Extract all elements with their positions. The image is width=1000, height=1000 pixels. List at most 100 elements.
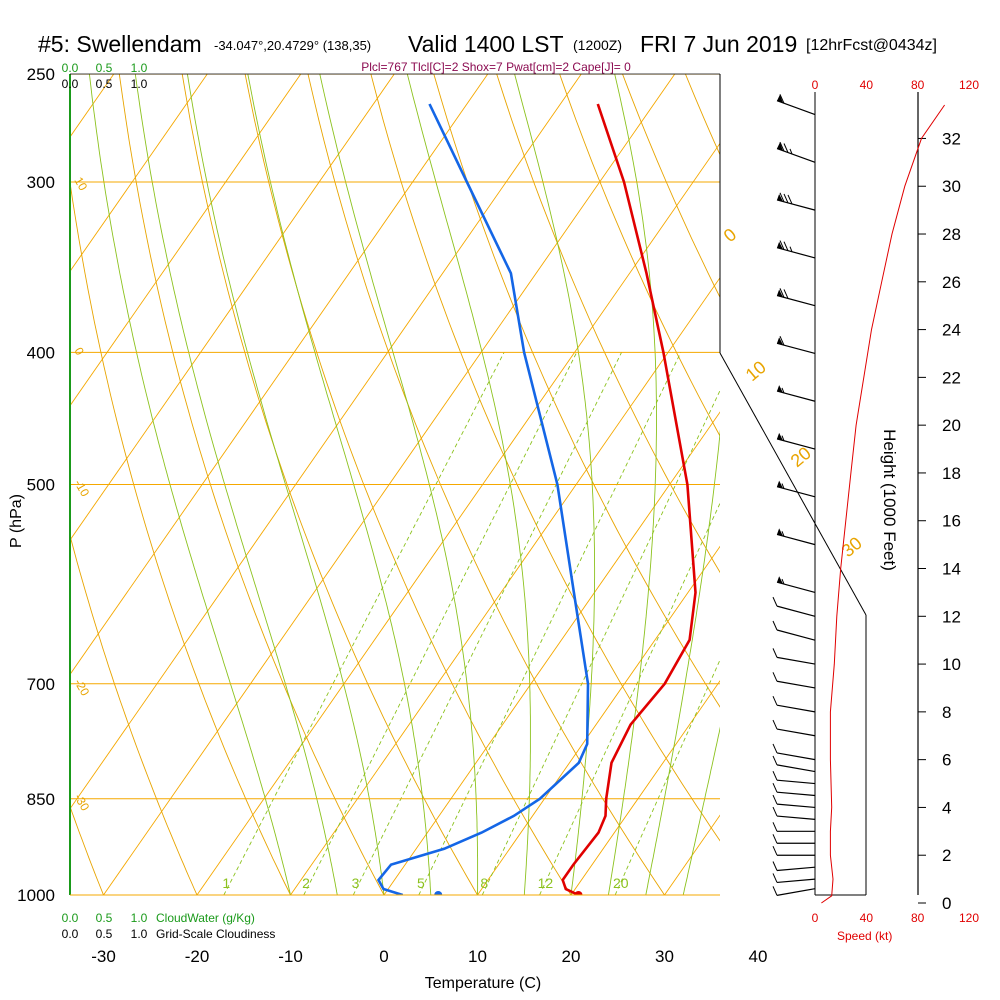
wind-barb bbox=[776, 576, 816, 593]
mixing-ratio-line bbox=[418, 352, 682, 895]
dry-adiabat-label: -10 bbox=[71, 477, 92, 499]
temperature-profile bbox=[561, 103, 697, 895]
mixing-ratio-line bbox=[614, 658, 720, 895]
wind-barb bbox=[772, 719, 816, 737]
forecast-date: FRI 7 Jun 2019 bbox=[640, 31, 797, 57]
wind-barb bbox=[772, 755, 816, 773]
cloudwater-top-tick: 1.0 bbox=[131, 61, 148, 75]
moist-adiabat bbox=[186, 74, 385, 895]
speed-bottom-tick: 0 bbox=[812, 911, 819, 925]
temperature-tick-label: 30 bbox=[655, 947, 674, 966]
utc-time: (1200Z) bbox=[573, 37, 622, 53]
moist-adiabat bbox=[134, 74, 338, 895]
dry-adiabat-label: -30 bbox=[71, 791, 92, 813]
dry-adiabat bbox=[987, 50, 1000, 924]
wind-barb bbox=[776, 192, 816, 211]
dry-adiabat bbox=[70, 179, 292, 895]
dry-adiabat bbox=[370, 74, 720, 842]
speed-top-tick: 0 bbox=[812, 78, 819, 92]
wind-barb bbox=[772, 743, 816, 761]
dry-adiabat bbox=[244, 74, 572, 895]
mixing-ratio-label: 1 bbox=[222, 875, 230, 891]
height-tick-label: 2 bbox=[942, 846, 951, 865]
cloudiness-title: Grid-Scale Cloudiness bbox=[156, 927, 275, 941]
wind-barb bbox=[772, 596, 816, 617]
mixing-ratio-label: 2 bbox=[302, 875, 310, 891]
surface-temperature-dot bbox=[574, 891, 583, 895]
profiles bbox=[376, 103, 697, 895]
height-tick-label: 0 bbox=[942, 894, 951, 913]
dry-adiabat bbox=[307, 74, 666, 895]
wind-barb bbox=[776, 240, 816, 259]
mixing-ratio-label: 5 bbox=[417, 875, 425, 891]
mixing-ratio-line bbox=[303, 352, 578, 895]
cloudiness-bottom-tick: 0.0 bbox=[62, 927, 79, 941]
moist-adiabat bbox=[247, 74, 432, 895]
moist-adiabat bbox=[682, 726, 720, 895]
height-tick-label: 8 bbox=[942, 703, 951, 722]
skew-isotherm-label: 0 bbox=[720, 224, 741, 246]
isotherm-line bbox=[945, 74, 1000, 895]
wind-barb bbox=[776, 141, 816, 163]
speed-top-tick: 120 bbox=[959, 78, 979, 92]
wind-barb bbox=[772, 620, 816, 641]
height-tick-label: 14 bbox=[942, 560, 961, 579]
wind-barb bbox=[772, 672, 816, 689]
temperature-tick-label: -10 bbox=[278, 947, 303, 966]
sounding-indices: Plcl=767 Tlcl[C]=2 Shox=7 Pwat[cm]=2 Cap… bbox=[361, 60, 631, 74]
skew-isotherm-label: 20 bbox=[787, 443, 815, 471]
height-panel: 0040408080120120024681012141618202224262… bbox=[719, 74, 979, 925]
height-tick-label: 30 bbox=[942, 177, 961, 196]
speed-top-tick: 80 bbox=[911, 78, 925, 92]
wind-barb bbox=[776, 335, 816, 355]
cloudwater-top-tick: 0.0 bbox=[62, 61, 79, 75]
valid-time: Valid 1400 LST bbox=[408, 31, 564, 57]
wind-barb bbox=[776, 432, 816, 450]
isotherm-line bbox=[70, 74, 302, 407]
temperature-tick-label: 10 bbox=[468, 947, 487, 966]
pressure-tick-label: 500 bbox=[27, 476, 55, 495]
moist-adiabat bbox=[514, 74, 596, 895]
station-title: #5: Swellendam bbox=[38, 31, 202, 57]
mixing-ratio-line bbox=[539, 502, 720, 895]
pressure-tick-label: 1000 bbox=[17, 886, 55, 905]
mixing-ratio-label: 3 bbox=[352, 875, 360, 891]
dry-adiabat bbox=[70, 805, 104, 895]
wind-barb bbox=[772, 648, 816, 665]
moist-adiabat bbox=[319, 74, 479, 895]
dry-adiabat-label: 10 bbox=[71, 174, 90, 193]
dry-adiabat-label: -20 bbox=[71, 676, 92, 698]
cloudiness-top-tick: 1.0 bbox=[131, 77, 148, 91]
wind-barb bbox=[772, 794, 816, 809]
height-tick-label: 6 bbox=[942, 751, 951, 770]
dewpoint-profile bbox=[376, 103, 590, 895]
cloudiness-bottom-tick: 0.5 bbox=[96, 927, 113, 941]
dry-adiabat bbox=[181, 74, 479, 895]
tropopause-diagonal bbox=[719, 352, 867, 616]
dry-adiabat bbox=[496, 74, 720, 574]
dry-adiabat bbox=[800, 50, 1000, 924]
wind-barb bbox=[772, 771, 816, 785]
wind-barb bbox=[776, 288, 816, 307]
speed-top-tick: 40 bbox=[860, 78, 874, 92]
chart-header: #5: Swellendam -34.047°,20.4729° (138,35… bbox=[38, 31, 937, 74]
wind-barb bbox=[772, 695, 816, 713]
wind-barb bbox=[776, 94, 816, 116]
x-axis-title: Temperature (C) bbox=[425, 975, 541, 992]
mixing-ratio-label: 8 bbox=[480, 875, 488, 891]
height-tick-label: 28 bbox=[942, 225, 961, 244]
pressure-tick-label: 850 bbox=[27, 790, 55, 809]
mixing-ratio-line bbox=[352, 352, 622, 895]
cloudiness-top-tick: 0.5 bbox=[96, 77, 113, 91]
speed-bottom-tick: 80 bbox=[911, 911, 925, 925]
temperature-tick-label: -30 bbox=[91, 947, 116, 966]
height-axis-title: Height (1000 Feet) bbox=[880, 429, 899, 571]
temperature-tick-label: 20 bbox=[562, 947, 581, 966]
wind-barb bbox=[772, 886, 816, 896]
cloudwater-top-tick: 0.5 bbox=[96, 61, 113, 75]
dry-adiabat bbox=[118, 74, 385, 895]
height-tick-label: 20 bbox=[942, 416, 961, 435]
